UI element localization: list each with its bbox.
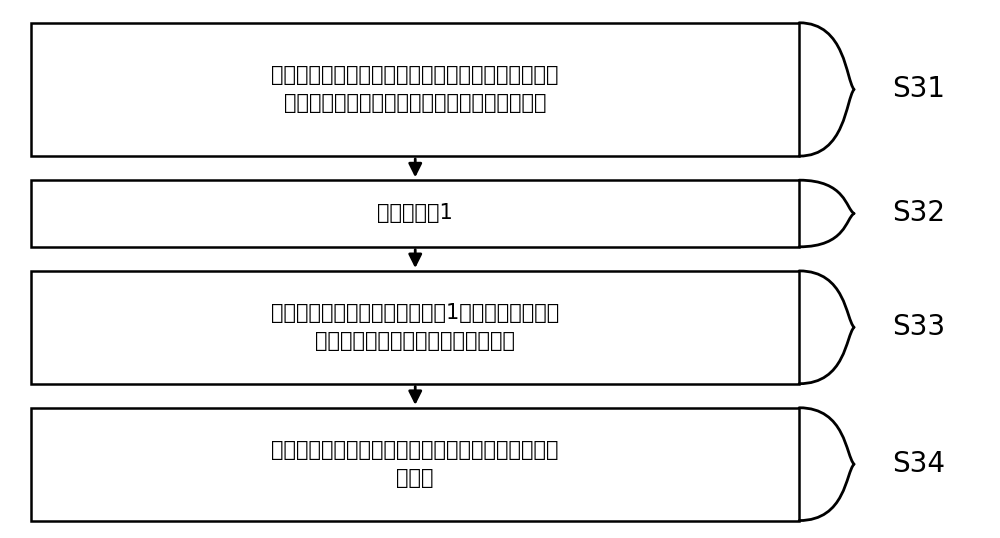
Text: 计数值增加1: 计数值增加1 bbox=[377, 203, 453, 223]
Text: S32: S32 bbox=[892, 200, 945, 228]
Text: S34: S34 bbox=[892, 450, 945, 478]
Text: 重复接收计数信号和计数值增加1的步骤，直至接收
到第一处理单元发送的停止计数指令: 重复接收计数信号和计数值增加1的步骤，直至接收 到第一处理单元发送的停止计数指令 bbox=[271, 303, 559, 351]
Bar bbox=[31, 180, 799, 247]
Text: 接收计数信号，其中所述计数信号为所述荧光通道检
测装置产生且仅传递给所述第二处理单元的信号: 接收计数信号，其中所述计数信号为所述荧光通道检 测装置产生且仅传递给所述第二处理… bbox=[271, 66, 559, 114]
Bar bbox=[31, 23, 799, 156]
Text: S33: S33 bbox=[892, 313, 945, 341]
Text: S31: S31 bbox=[892, 75, 945, 103]
Bar bbox=[31, 271, 799, 384]
Bar bbox=[31, 408, 799, 521]
Text: 在将所述计数值发送至第一处理单元后，将所述计数
值清零: 在将所述计数值发送至第一处理单元后，将所述计数 值清零 bbox=[271, 440, 559, 488]
